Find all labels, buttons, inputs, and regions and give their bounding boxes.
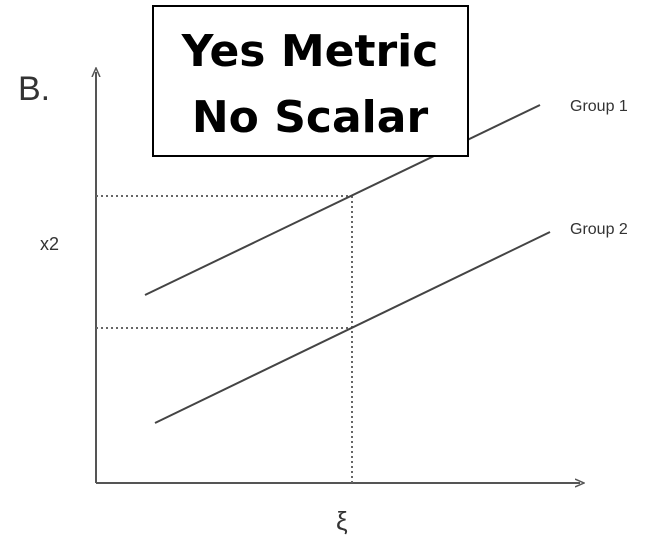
y-axis-label: x2 <box>40 234 59 254</box>
group-line <box>144 104 541 296</box>
panel-label: B. <box>18 70 50 108</box>
box-line: No Scalar <box>192 92 429 143</box>
title-box <box>152 5 469 157</box>
group-line <box>154 231 551 424</box>
group-label: Group 2 <box>570 221 628 238</box>
group-label: Group 1 <box>570 98 628 115</box>
box-line: Yes Metric <box>181 26 439 77</box>
x-axis-label: ξ <box>336 506 348 536</box>
